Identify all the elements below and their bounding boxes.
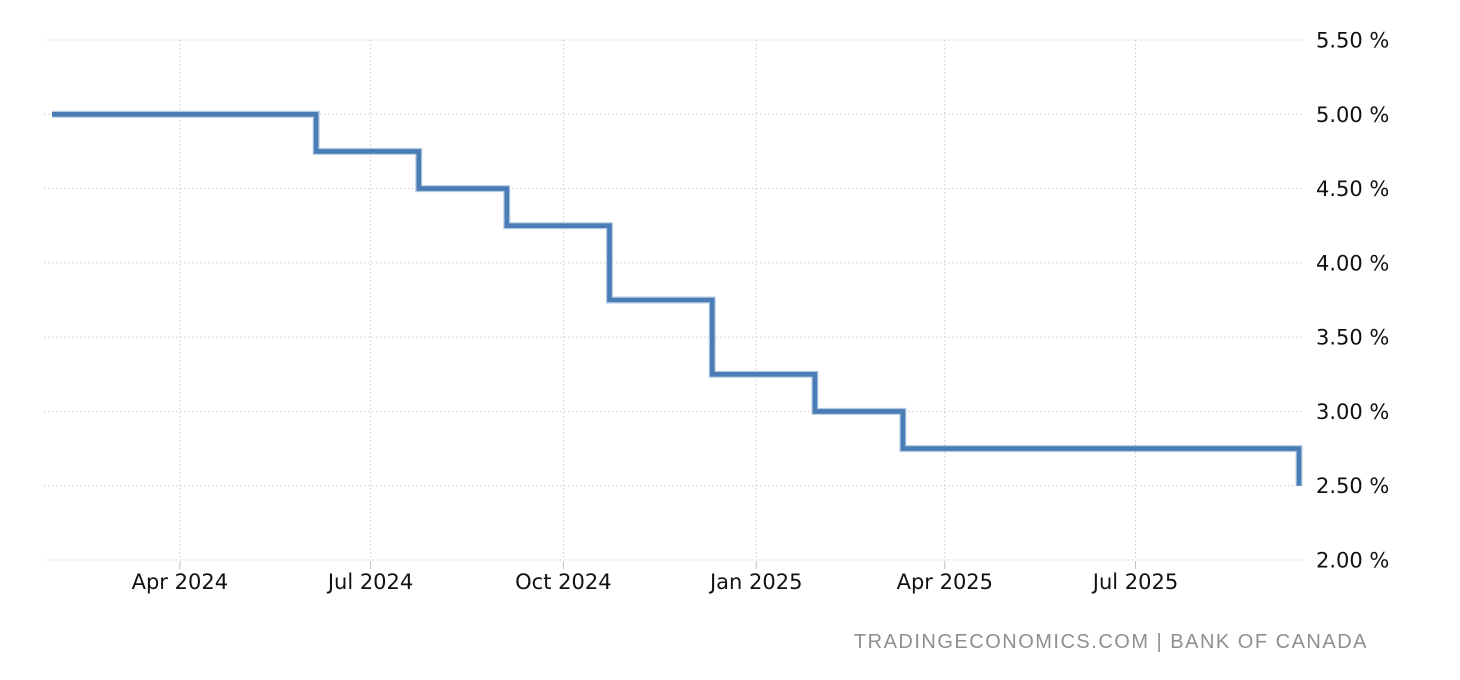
series-line-bank-of-canada-rate xyxy=(52,112,1302,486)
y-axis-tick-label: 3.50 % xyxy=(1316,326,1389,350)
y-gridlines xyxy=(44,39,1302,561)
y-axis-tick-label: 4.50 % xyxy=(1316,177,1389,201)
x-axis-tick-label: Apr 2025 xyxy=(897,570,993,594)
x-axis-tick-label: Jul 2024 xyxy=(326,570,413,594)
y-axis-tick-label: 3.00 % xyxy=(1316,400,1389,424)
x-axis-tick-label: Apr 2024 xyxy=(132,570,228,594)
y-axis-tick-label: 2.50 % xyxy=(1316,474,1389,498)
watermark: TRADINGECONOMICS.COM | BANK OF CANADA xyxy=(854,631,1368,654)
y-axis-tick-label: 2.00 % xyxy=(1316,549,1389,573)
y-axis-tick-label: 5.00 % xyxy=(1316,103,1389,127)
y-axis-tick-label: 4.00 % xyxy=(1316,251,1389,275)
x-axis-tick-label: Oct 2024 xyxy=(515,570,611,594)
x-axis-labels: Apr 2024 Jul 2024 Oct 2024 Jan 2025 Apr 2025… xyxy=(132,570,1179,594)
x-axis-tick-label: Jan 2025 xyxy=(708,570,803,594)
y-axis-labels: 5.50 % 5.00 % 4.50 % 4.00 % 3.50 % 3.00 % 2.50… xyxy=(1316,29,1389,573)
watermark-text: TRADINGECONOMICS.COM | BANK OF CANADA xyxy=(853,631,1368,653)
y-axis-tick-label: 5.50 % xyxy=(1316,29,1389,53)
x-axis-tick-label: Jul 2025 xyxy=(1091,570,1178,594)
x-gridlines xyxy=(179,40,1137,569)
